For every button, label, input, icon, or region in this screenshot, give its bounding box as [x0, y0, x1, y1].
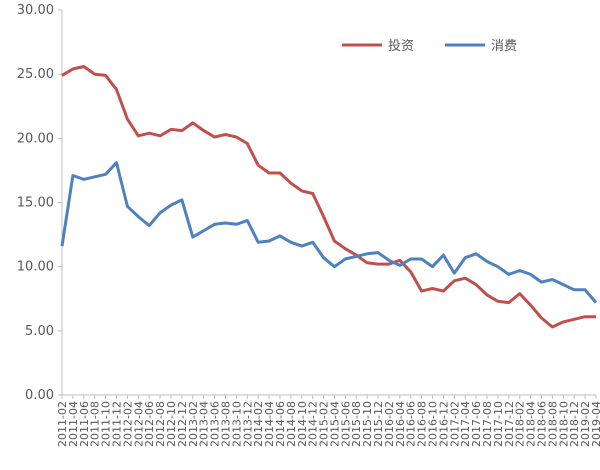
- series-line: [61, 65, 596, 329]
- x-tick-label: 2018-04: [525, 401, 538, 447]
- x-tick-label: 2016-10: [427, 401, 440, 447]
- x-tick-label: 2011-04: [67, 401, 80, 447]
- x-tick-label: 2014-04: [263, 401, 276, 447]
- x-tick-label: 2012-04: [132, 401, 145, 447]
- x-tick-label: 2018-10: [557, 401, 570, 447]
- x-tick-label: 2017-02: [448, 401, 461, 447]
- x-tick-label: 2011-12: [110, 401, 123, 447]
- x-tick-label: 2011-06: [78, 401, 91, 447]
- x-tick-label: 2018-12: [568, 401, 581, 447]
- x-tick-label: 2017-12: [503, 401, 516, 447]
- x-tick-label: 2015-08: [350, 401, 363, 447]
- x-tick-label: 2013-08: [219, 401, 232, 447]
- legend-label: 投资: [388, 38, 414, 54]
- x-tick-label: 2014-10: [296, 401, 309, 447]
- y-tick-label: 20.00: [17, 131, 54, 146]
- x-tick-label: 2012-08: [154, 401, 167, 447]
- y-tick-label: 10.00: [17, 260, 54, 275]
- y-tick-label: 0.00: [25, 388, 54, 403]
- x-tick-label: 2012-02: [121, 401, 134, 447]
- x-tick-label: 2013-04: [198, 401, 211, 447]
- x-tick-label: 2017-06: [470, 401, 483, 447]
- y-tick-label: 25.00: [17, 67, 54, 82]
- x-tick-label: 2017-08: [481, 401, 494, 447]
- x-tick-label: 2012-12: [176, 401, 189, 447]
- x-tick-label: 2015-06: [339, 401, 352, 447]
- x-tick-label: 2018-06: [536, 401, 549, 447]
- series-line: [60, 161, 598, 304]
- x-tick-label: 2017-10: [492, 401, 505, 447]
- x-tick-label: 2013-12: [241, 401, 254, 447]
- x-tick-label: 2016-02: [383, 401, 396, 447]
- x-tick-label: 2013-02: [187, 401, 200, 447]
- y-tick-label: 5.00: [25, 324, 54, 339]
- x-tick-label: 2012-06: [143, 401, 156, 447]
- x-tick-label: 2011-08: [89, 401, 102, 447]
- x-tick-label: 2013-10: [230, 401, 243, 447]
- x-tick-label: 2014-12: [307, 401, 320, 447]
- x-tick-label: 2015-02: [318, 401, 331, 447]
- x-tick-label: 2012-10: [165, 401, 178, 447]
- x-tick-label: 2017-04: [459, 401, 472, 447]
- x-tick-label: 2016-04: [394, 401, 407, 447]
- x-tick-label: 2015-12: [372, 401, 385, 447]
- x-tick-label: 2019-04: [590, 401, 600, 447]
- x-tick-label: 2013-06: [209, 401, 222, 447]
- x-tick-label: 2011-02: [56, 401, 69, 447]
- x-tick-label: 2014-06: [274, 401, 287, 447]
- x-tick-label: 2016-08: [416, 401, 429, 447]
- x-tick-label: 2015-10: [361, 401, 374, 447]
- y-tick-label: 30.00: [17, 3, 54, 18]
- x-tick-label: 2018-08: [546, 401, 559, 447]
- x-tick-label: 2018-02: [514, 401, 527, 447]
- x-tick-label: 2019-02: [579, 401, 592, 447]
- x-tick-label: 2016-12: [437, 401, 450, 447]
- y-tick-label: 15.00: [17, 196, 54, 211]
- legend-label: 消费: [491, 39, 517, 54]
- x-tick-label: 2014-02: [252, 401, 265, 447]
- x-tick-label: 2011-10: [100, 401, 113, 447]
- x-tick-label: 2016-06: [405, 401, 418, 447]
- x-tick-label: 2015-04: [328, 401, 341, 447]
- x-tick-label: 2014-08: [285, 401, 298, 447]
